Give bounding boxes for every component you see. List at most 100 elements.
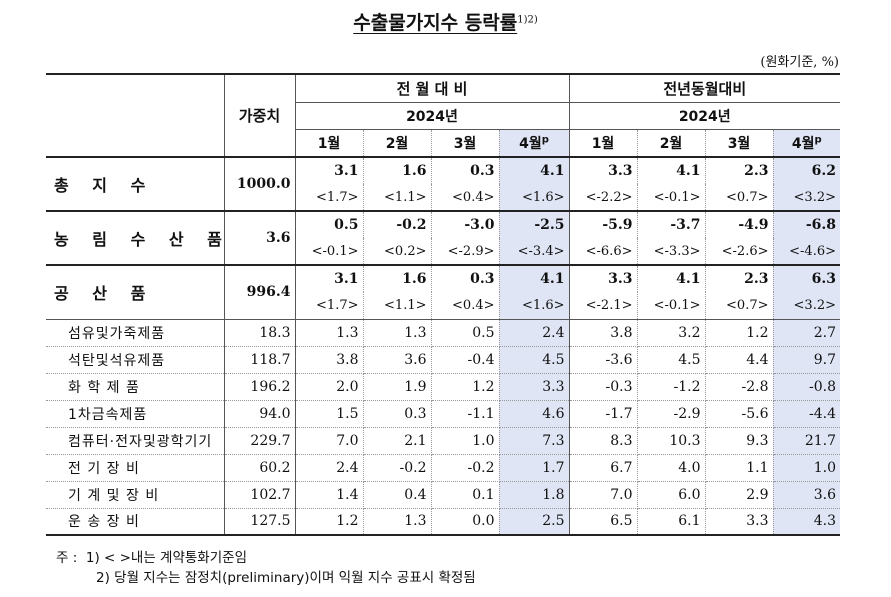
value-cell: 1.6	[363, 157, 432, 184]
contract-value-cell: <-2.6>	[705, 238, 774, 266]
value-cell: -5.6	[705, 400, 774, 428]
value-cell: 3.6	[773, 481, 840, 509]
title-text: 수출물가지수 등락률	[353, 12, 518, 34]
footnote-2: 2) 당월 지수는 잠정치(preliminary)이며 익월 지수 공표시 확…	[56, 568, 476, 588]
contract-value-cell: <1.6>	[499, 292, 570, 320]
value-cell: 4.5	[499, 346, 570, 374]
value-cell: 6.0	[637, 481, 706, 509]
header-month: 4월p	[773, 129, 840, 158]
header-year-yoy: 2024년	[569, 102, 840, 130]
header-weight: 가중치	[224, 73, 296, 158]
footnote-1: 주 : 1) < >내는 계약통화기준임	[56, 548, 476, 568]
contract-value-cell: <1.1>	[363, 292, 432, 320]
sub-row-weight: 94.0	[224, 400, 296, 428]
value-cell: 2.3	[705, 265, 774, 292]
value-cell: 3.3	[499, 373, 570, 401]
month-label: 3월	[727, 135, 751, 152]
main-row-contract: <-0.1> <0.2> <-2.9> <-3.4> <-6.6> <-3.3> <-2.6…	[46, 238, 840, 266]
sub-row-weight: 60.2	[224, 454, 296, 482]
value-cell: -5.9	[569, 211, 638, 238]
footnote-prefix: 주 :	[56, 550, 78, 566]
value-cell: -1.2	[637, 373, 706, 401]
header-month: 2월	[637, 129, 706, 158]
contract-value-cell: <0.4>	[431, 184, 500, 212]
value-cell: -0.4	[431, 346, 500, 374]
sub-row-weight: 118.7	[224, 346, 296, 374]
value-cell: 4.1	[499, 157, 570, 184]
value-cell: 0.1	[431, 481, 500, 509]
value-cell: 1.4	[295, 481, 364, 509]
value-cell: 0.5	[295, 211, 364, 238]
value-cell: 4.3	[773, 508, 840, 536]
main-row-label: 농 림 수 산 품	[46, 211, 225, 266]
sub-row-weight: 229.7	[224, 427, 296, 455]
value-cell: 0.5	[431, 319, 500, 347]
sub-row: 컴퓨터·전자및광학기기 229.7 7.0 2.1 1.0 7.3 8.3 10.3 9.3 21…	[46, 427, 840, 455]
contract-value-cell: <-2.2>	[569, 184, 638, 212]
value-cell: 1.1	[705, 454, 774, 482]
value-cell: -2.8	[705, 373, 774, 401]
sub-row-label: 컴퓨터·전자및광학기기	[46, 427, 225, 455]
value-cell: 1.5	[295, 400, 364, 428]
sub-row: 화 학 제 품 196.2 2.0 1.9 1.2 3.3 -0.3 -1.2 -2.8 -0.8	[46, 373, 840, 401]
value-cell: 3.1	[295, 265, 364, 292]
value-cell: 3.8	[295, 346, 364, 374]
value-cell: -4.4	[773, 400, 840, 428]
value-cell: 2.3	[705, 157, 774, 184]
value-cell: 1.2	[295, 508, 364, 536]
value-cell: -4.9	[705, 211, 774, 238]
value-cell: 3.3	[705, 508, 774, 536]
contract-value-cell: <-4.6>	[773, 238, 840, 266]
value-cell: -0.2	[431, 454, 500, 482]
header-year-mom: 2024년	[295, 102, 570, 130]
header-month: 3월	[431, 129, 500, 158]
sub-row-label: 1차금속제품	[46, 400, 225, 428]
value-cell: -2.9	[637, 400, 706, 428]
value-cell: 6.2	[773, 157, 840, 184]
value-cell: 3.2	[637, 319, 706, 347]
header-row-2: 2024년 2024년	[46, 102, 840, 130]
value-cell: 1.8	[499, 481, 570, 509]
value-cell: -2.5	[499, 211, 570, 238]
sub-row: 전 기 장 비 60.2 2.4 -0.2 -0.2 1.7 6.7 4.0 1.1 1.0	[46, 454, 840, 482]
sub-row-weight: 102.7	[224, 481, 296, 509]
value-cell: 2.7	[773, 319, 840, 347]
month-label: 2월	[659, 135, 683, 152]
sub-row-label: 섬유및가죽제품	[46, 319, 225, 347]
month-label: 1월	[317, 135, 341, 152]
value-cell: 21.7	[773, 427, 840, 455]
contract-value-cell: <0.4>	[431, 292, 500, 320]
header-yoy-group: 전년동월대비	[569, 73, 840, 103]
page-title: 수출물가지수 등락률1)2)	[0, 8, 891, 35]
value-cell: 4.0	[637, 454, 706, 482]
value-cell: 2.1	[363, 427, 432, 455]
contract-value-cell: <3.2>	[773, 184, 840, 212]
value-cell: 3.8	[569, 319, 638, 347]
value-cell: 1.3	[295, 319, 364, 347]
header-month: 2월	[363, 129, 432, 158]
value-cell: -0.8	[773, 373, 840, 401]
contract-value-cell: <-0.1>	[637, 292, 706, 320]
month-label: 1월	[591, 135, 615, 152]
value-cell: 1.3	[363, 319, 432, 347]
value-cell: -6.8	[773, 211, 840, 238]
prelim-mark: p	[541, 134, 549, 146]
value-cell: -0.3	[569, 373, 638, 401]
value-cell: -3.6	[569, 346, 638, 374]
contract-value-cell: <0.7>	[705, 184, 774, 212]
sub-row: 석탄및석유제품 118.7 3.8 3.6 -0.4 4.5 -3.6 4.5 4.4 9.7	[46, 346, 840, 374]
value-cell: 1.0	[431, 427, 500, 455]
main-row: 농 림 수 산 품 3.6 0.5 -0.2 -3.0 -2.5 -5.9 -3.7 -4.9-…	[46, 211, 840, 266]
header-mom-group: 전 월 대 비	[295, 73, 570, 103]
header-month: 3월	[705, 129, 774, 158]
header-row-3: 1월 2월 3월 4월p 1월 2월 3월 4월p	[46, 129, 840, 158]
value-cell: 0.3	[363, 400, 432, 428]
month-label: 4월	[519, 135, 542, 152]
header-row-1: 가중치 전 월 대 비 전년동월대비	[46, 73, 840, 158]
value-cell: 7.3	[499, 427, 570, 455]
contract-value-cell: <-2.1>	[569, 292, 638, 320]
value-cell: 1.2	[705, 319, 774, 347]
value-cell: -3.0	[431, 211, 500, 238]
contract-value-cell: <3.2>	[773, 292, 840, 320]
main-row: 공 산 품 996.4 3.1 1.6 0.3 4.1 3.3 4.1 2.3 6.3	[46, 265, 840, 320]
